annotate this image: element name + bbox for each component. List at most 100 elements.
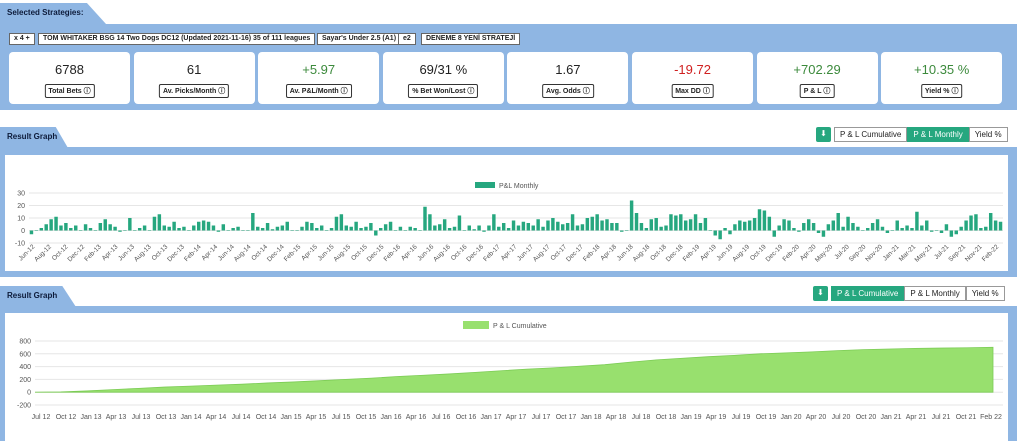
x-tick-label: Feb-19 bbox=[682, 243, 702, 263]
stat-label[interactable]: Av. P&L/Month ⓘ bbox=[285, 84, 352, 98]
bar bbox=[187, 230, 191, 231]
bar bbox=[969, 215, 973, 231]
bar bbox=[162, 225, 166, 231]
info-circle-icon[interactable]: ⓘ bbox=[83, 88, 91, 95]
x-tick-label: Jul 16 bbox=[432, 414, 451, 421]
bar bbox=[457, 215, 462, 231]
strategy-chip[interactable]: x 4 + bbox=[9, 33, 35, 45]
info-circle-icon[interactable]: ⓘ bbox=[340, 88, 348, 95]
bar bbox=[123, 230, 127, 231]
x-tick-label: Apr 17 bbox=[506, 414, 527, 421]
stat-label[interactable]: Av. Picks/Month ⓘ bbox=[158, 84, 230, 98]
bar bbox=[418, 230, 422, 231]
x-tick-label: Nov-20 bbox=[864, 243, 884, 263]
selected-strategies-tab: Selected Strategies: bbox=[0, 3, 106, 24]
bar bbox=[964, 220, 968, 231]
x-tick-label: Sep-21 bbox=[947, 243, 967, 263]
bar bbox=[866, 228, 870, 231]
bar bbox=[526, 223, 531, 231]
bar bbox=[654, 218, 658, 231]
stat-label[interactable]: Avg. Odds ⓘ bbox=[542, 84, 594, 98]
bar bbox=[374, 230, 378, 236]
bar bbox=[708, 230, 713, 231]
info-circle-icon[interactable]: ⓘ bbox=[702, 88, 710, 95]
bar bbox=[290, 230, 294, 231]
x-tick-label: Aug-18 bbox=[632, 243, 652, 263]
x-tick-label: Oct 12 bbox=[56, 414, 77, 421]
bar bbox=[388, 221, 393, 231]
bar bbox=[890, 230, 895, 231]
stat-value: 1.67 bbox=[555, 62, 581, 77]
bar bbox=[133, 230, 137, 231]
y-tick-label: 400 bbox=[19, 364, 31, 371]
stat-card: 69/31 % % Bet Won/Lost ⓘ bbox=[382, 52, 504, 104]
x-tick-label: Jan 16 bbox=[380, 414, 401, 421]
x-tick-label: May-21 bbox=[914, 243, 935, 264]
info-circle-icon[interactable]: ⓘ bbox=[823, 88, 831, 95]
info-circle-icon[interactable]: ⓘ bbox=[951, 88, 959, 95]
graph2-monthly-button[interactable]: P & L Monthly bbox=[904, 286, 966, 301]
x-tick-label: Apr-13 bbox=[101, 243, 120, 262]
download-icon[interactable]: ⬇ bbox=[813, 286, 828, 301]
bar bbox=[826, 224, 831, 231]
bar bbox=[398, 226, 403, 231]
bar bbox=[688, 219, 693, 231]
strategy-chip[interactable]: Sayar's Under 2.5 (A1) bbox=[317, 33, 402, 45]
stat-label[interactable]: Max DD ⓘ bbox=[671, 84, 714, 98]
stat-value: 61 bbox=[186, 62, 202, 77]
bar bbox=[929, 230, 934, 232]
bar bbox=[580, 224, 585, 231]
strategy-chip[interactable]: e2 bbox=[398, 33, 416, 45]
info-circle-icon[interactable]: ⓘ bbox=[218, 88, 226, 95]
bar bbox=[408, 226, 412, 231]
result-graph-tab-2: Result Graph bbox=[0, 286, 76, 307]
x-tick-label: Feb-18 bbox=[582, 243, 602, 263]
bar bbox=[221, 224, 226, 231]
bar bbox=[442, 219, 447, 231]
y-tick-label: 600 bbox=[19, 351, 31, 358]
bar bbox=[797, 230, 801, 232]
graph2-cumulative-button[interactable]: P & L Cumulative bbox=[831, 286, 905, 301]
bar bbox=[703, 218, 708, 231]
bar bbox=[649, 219, 653, 231]
bar bbox=[811, 223, 816, 231]
stat-value: -19.72 bbox=[674, 62, 711, 77]
graph1-cumulative-button[interactable]: P & L Cumulative bbox=[834, 127, 908, 142]
bar bbox=[251, 213, 255, 231]
bar bbox=[669, 214, 673, 231]
bar bbox=[74, 225, 78, 231]
strategy-chip[interactable]: TOM WHITAKER BSG 14 Two Dogs DC12 (Updat… bbox=[38, 33, 316, 45]
bar bbox=[142, 225, 147, 231]
bar bbox=[393, 230, 398, 231]
bar bbox=[103, 219, 107, 231]
bar bbox=[260, 228, 265, 231]
bar bbox=[792, 228, 796, 231]
bar bbox=[733, 224, 737, 231]
bar bbox=[590, 216, 594, 231]
graph1-monthly-button[interactable]: P & L Monthly bbox=[907, 127, 969, 142]
bar bbox=[905, 225, 909, 231]
x-tick-label: Oct 17 bbox=[556, 414, 577, 421]
x-tick-label: Apr 13 bbox=[106, 414, 127, 421]
bar bbox=[605, 219, 609, 231]
stat-label[interactable]: Yield % ⓘ bbox=[920, 84, 963, 98]
info-circle-icon[interactable]: ⓘ bbox=[582, 88, 590, 95]
stat-label[interactable]: % Bet Won/Lost ⓘ bbox=[408, 84, 479, 98]
bar bbox=[433, 225, 437, 231]
info-circle-icon[interactable]: ⓘ bbox=[467, 88, 475, 95]
bar bbox=[802, 223, 806, 231]
graph2-yield-button[interactable]: Yield % bbox=[965, 286, 1005, 301]
bar bbox=[506, 228, 511, 231]
bar bbox=[521, 221, 526, 231]
stat-label[interactable]: Total Bets ⓘ bbox=[44, 84, 95, 98]
download-icon[interactable]: ⬇ bbox=[816, 127, 831, 142]
strategy-chip[interactable]: DENEME 8 YENİ STRATEJİ bbox=[421, 33, 521, 45]
stat-label[interactable]: P & L ⓘ bbox=[799, 84, 835, 98]
graph1-yield-button[interactable]: Yield % bbox=[968, 127, 1008, 142]
bar bbox=[364, 226, 368, 231]
bar bbox=[285, 221, 289, 231]
x-tick-label: Dec-15 bbox=[366, 243, 386, 263]
bar bbox=[354, 221, 358, 231]
bar bbox=[383, 224, 388, 231]
bar bbox=[305, 221, 309, 231]
